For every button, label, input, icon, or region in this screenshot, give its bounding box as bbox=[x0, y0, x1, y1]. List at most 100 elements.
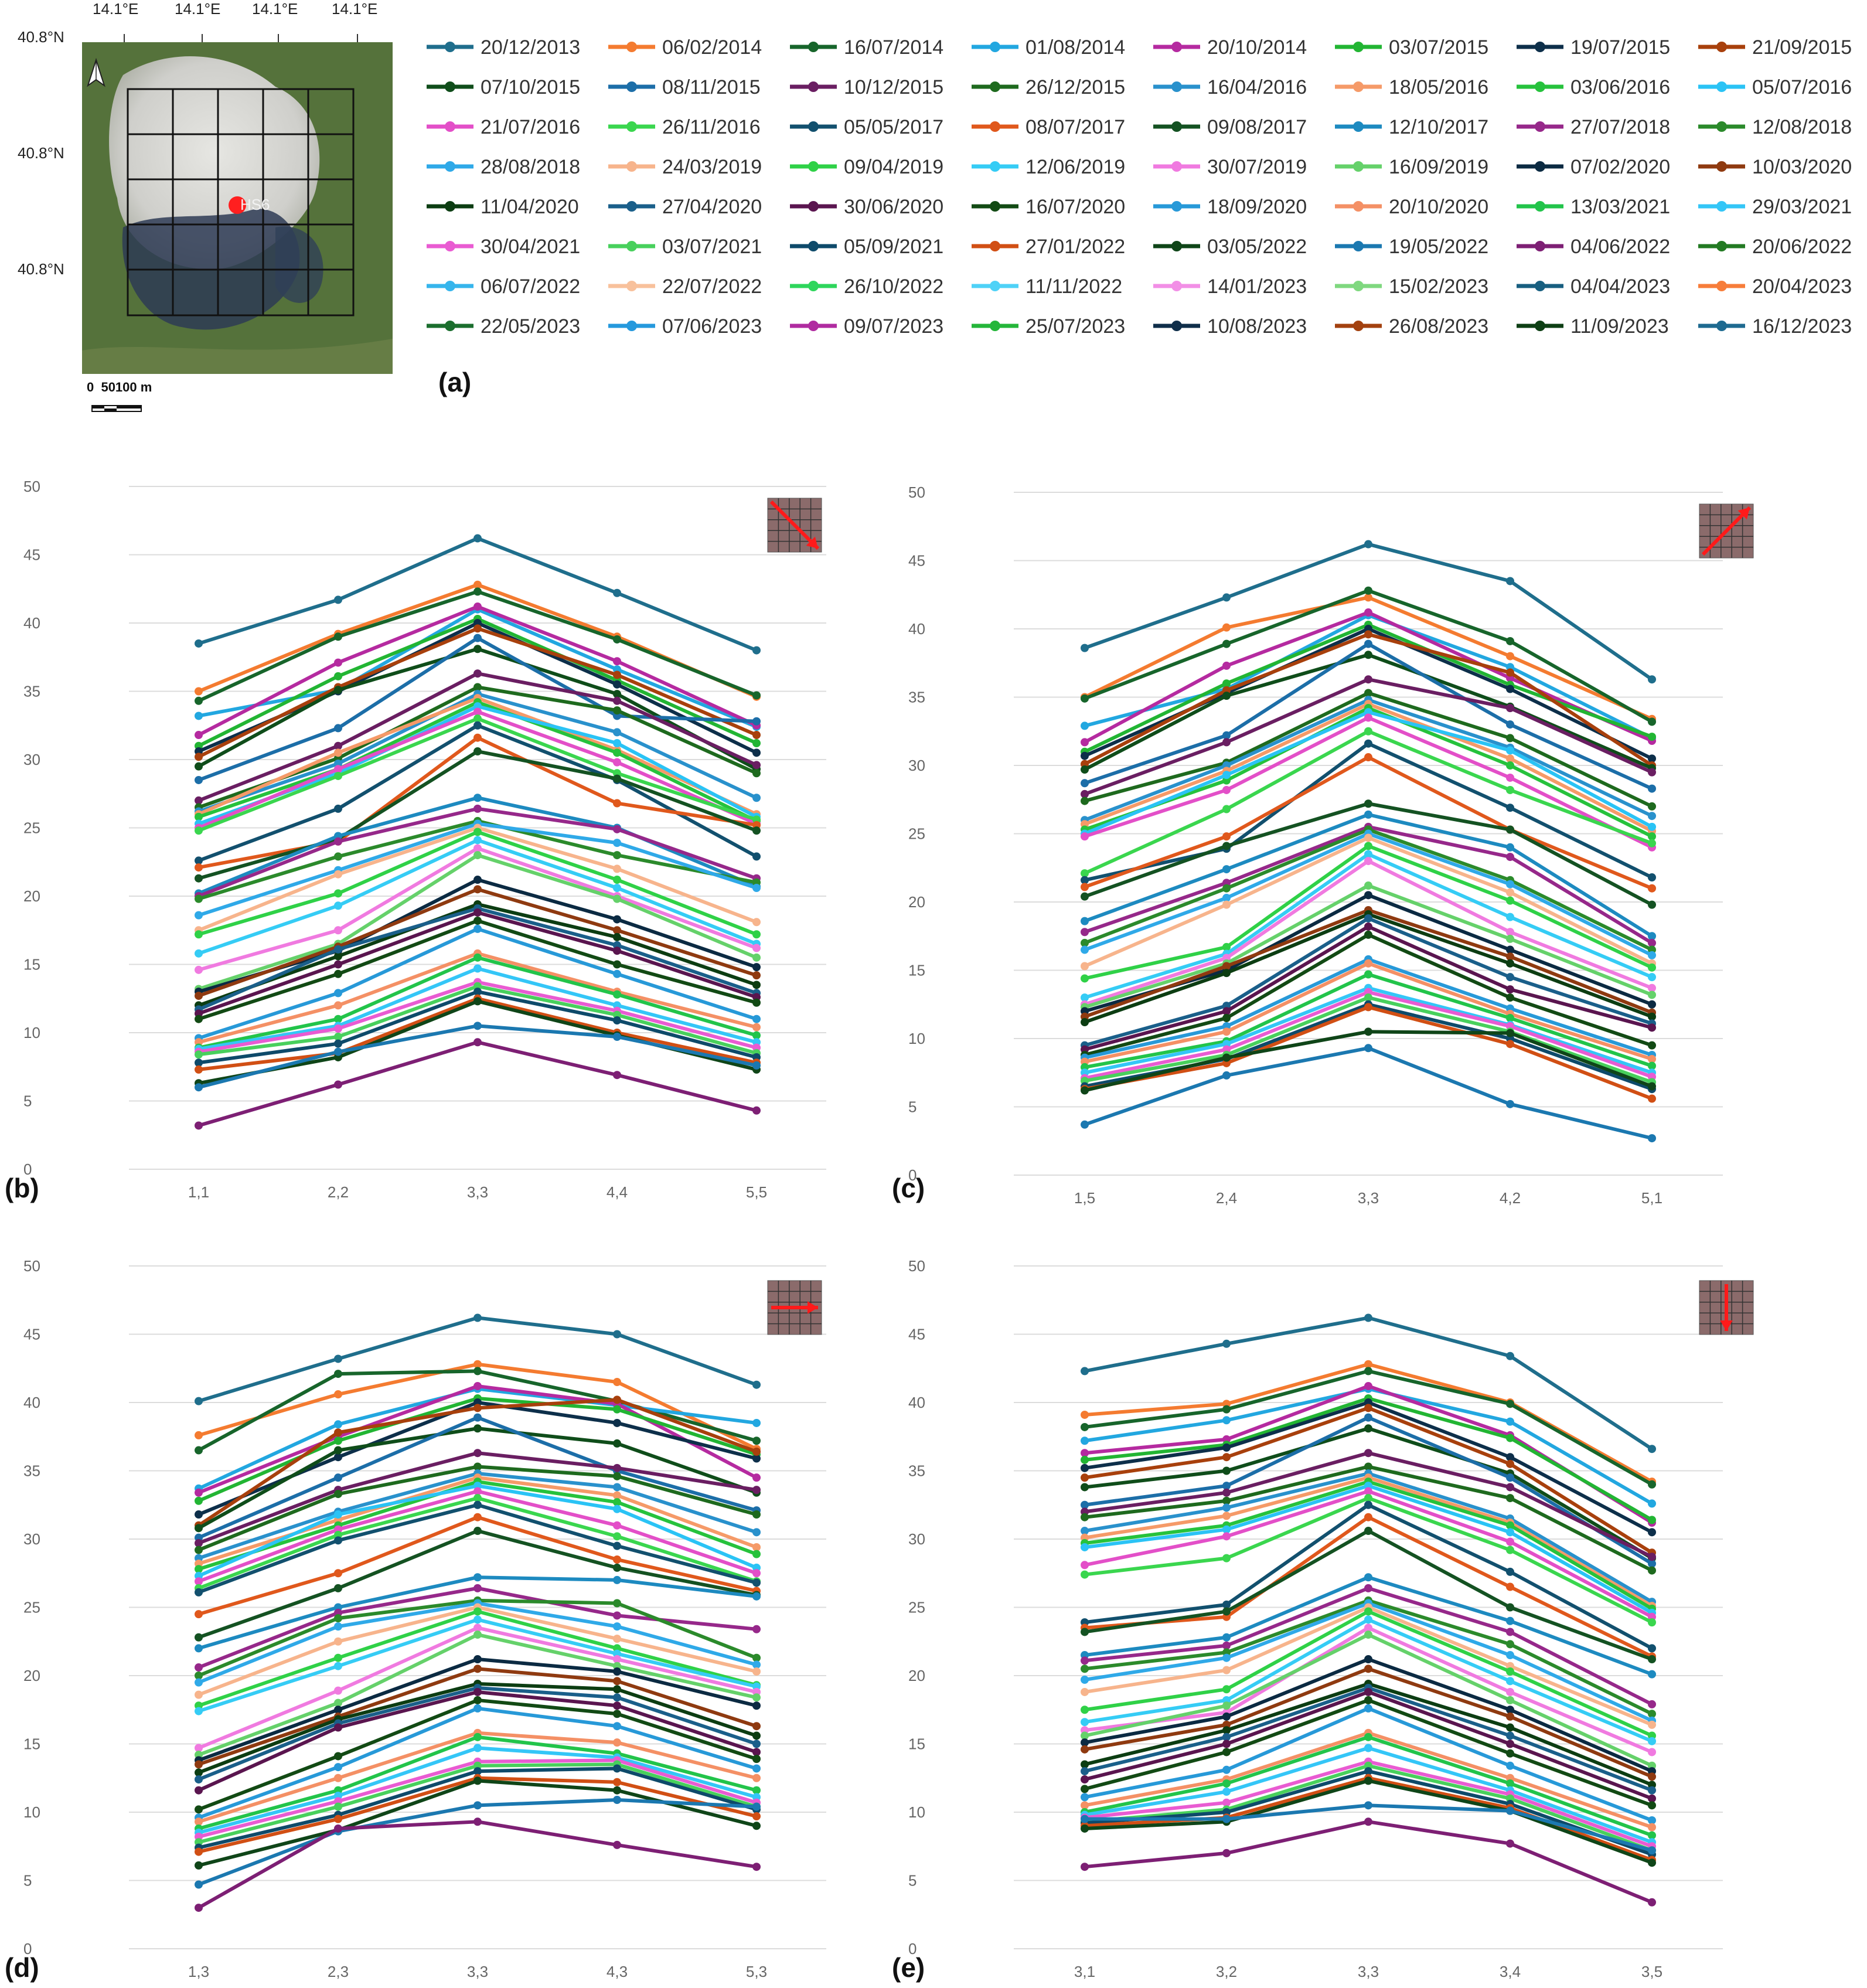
data-point bbox=[613, 1622, 621, 1631]
data-point bbox=[1506, 928, 1514, 937]
data-point bbox=[613, 1738, 621, 1747]
data-point bbox=[334, 632, 342, 641]
data-point bbox=[195, 1546, 203, 1554]
data-point bbox=[334, 952, 342, 961]
legend-label: 30/07/2019 bbox=[1207, 156, 1307, 178]
panel-label-d: (d) bbox=[5, 1952, 39, 1983]
data-point bbox=[334, 1047, 342, 1056]
series bbox=[195, 1500, 761, 1596]
data-point bbox=[613, 1840, 621, 1849]
data-point bbox=[1506, 1640, 1514, 1649]
data-point bbox=[1364, 842, 1372, 850]
data-point bbox=[1364, 1494, 1372, 1503]
data-point bbox=[334, 1453, 342, 1462]
panel-label-e: (e) bbox=[892, 1952, 925, 1983]
data-point bbox=[1364, 1513, 1372, 1521]
data-point bbox=[613, 1330, 621, 1339]
y-tick-label: 20 bbox=[908, 1667, 925, 1684]
data-point bbox=[613, 680, 621, 689]
series bbox=[1081, 1607, 1656, 1740]
data-point bbox=[1081, 928, 1089, 937]
data-point bbox=[613, 706, 621, 715]
data-point bbox=[473, 1607, 482, 1616]
data-point bbox=[1081, 832, 1089, 841]
legend-label: 27/01/2022 bbox=[1026, 236, 1125, 258]
data-point bbox=[195, 1672, 203, 1680]
data-point bbox=[613, 739, 621, 748]
x-tick-label: 3,3 bbox=[467, 1963, 488, 1980]
data-point bbox=[473, 1513, 482, 1521]
data-point bbox=[473, 1776, 482, 1785]
data-point bbox=[334, 1473, 342, 1482]
data-point bbox=[1222, 1653, 1231, 1662]
data-point bbox=[334, 926, 342, 935]
data-point bbox=[473, 624, 482, 633]
legend-label: 19/07/2015 bbox=[1570, 36, 1670, 59]
data-point bbox=[752, 1454, 761, 1463]
data-point bbox=[1506, 1677, 1514, 1686]
data-point bbox=[752, 1731, 761, 1740]
data-point bbox=[613, 1786, 621, 1795]
data-point bbox=[1648, 1816, 1656, 1824]
data-point bbox=[1222, 679, 1231, 688]
data-point bbox=[1081, 917, 1089, 925]
data-point bbox=[1222, 1554, 1231, 1563]
data-point bbox=[1081, 796, 1089, 805]
data-point bbox=[334, 1637, 342, 1646]
data-point bbox=[1648, 1023, 1656, 1032]
y-tick-label: 20 bbox=[23, 1667, 40, 1684]
data-point bbox=[752, 761, 761, 770]
legend-swatch-marker bbox=[626, 121, 637, 132]
data-point bbox=[195, 687, 203, 696]
legend-label: 24/03/2019 bbox=[662, 156, 762, 178]
data-point bbox=[752, 1653, 761, 1662]
legend-entry: 06/02/2014 bbox=[608, 36, 762, 59]
data-point bbox=[334, 1773, 342, 1782]
data-point bbox=[1648, 1516, 1656, 1524]
data-point bbox=[473, 885, 482, 894]
data-point bbox=[1222, 623, 1231, 632]
legend-label: 05/07/2016 bbox=[1752, 76, 1852, 98]
legend-entry: 24/03/2019 bbox=[608, 156, 762, 178]
data-point bbox=[473, 953, 482, 962]
data-point bbox=[195, 1510, 203, 1519]
data-point bbox=[473, 1623, 482, 1632]
data-point bbox=[613, 670, 621, 679]
data-point bbox=[752, 1447, 761, 1456]
y-tick-label: 30 bbox=[23, 751, 40, 768]
data-point bbox=[613, 839, 621, 847]
series bbox=[1081, 675, 1656, 798]
data-point bbox=[1506, 952, 1514, 961]
legend-swatch-marker bbox=[1535, 161, 1545, 172]
data-point bbox=[334, 1354, 342, 1363]
lat-tick-3: 40.8°N bbox=[18, 260, 64, 278]
data-point bbox=[752, 1822, 761, 1830]
data-point bbox=[1222, 1339, 1231, 1348]
data-point bbox=[1222, 1666, 1231, 1674]
data-point bbox=[1506, 1616, 1514, 1625]
data-point bbox=[195, 696, 203, 705]
data-point bbox=[195, 1538, 203, 1547]
data-point bbox=[1081, 1664, 1089, 1673]
series bbox=[195, 1487, 761, 1586]
data-point bbox=[613, 1693, 621, 1702]
data-point bbox=[613, 1498, 621, 1507]
legend-swatch-marker bbox=[1353, 81, 1364, 92]
legend-label: 03/06/2016 bbox=[1570, 76, 1670, 98]
data-point bbox=[752, 1701, 761, 1710]
data-point bbox=[334, 1698, 342, 1707]
legend-swatch-marker bbox=[626, 321, 637, 331]
data-point bbox=[1506, 1040, 1514, 1049]
data-point bbox=[334, 1662, 342, 1670]
data-point bbox=[473, 1494, 482, 1503]
data-point bbox=[473, 1696, 482, 1704]
legend-label: 12/08/2018 bbox=[1752, 116, 1852, 138]
data-point bbox=[1081, 1706, 1089, 1714]
legend-entry: 27/04/2020 bbox=[608, 196, 762, 218]
y-tick-label: 20 bbox=[908, 893, 925, 911]
data-point bbox=[473, 836, 482, 845]
data-point bbox=[613, 1532, 621, 1541]
data-point bbox=[195, 1083, 203, 1092]
series bbox=[1081, 1696, 1656, 1810]
data-point bbox=[473, 804, 482, 813]
